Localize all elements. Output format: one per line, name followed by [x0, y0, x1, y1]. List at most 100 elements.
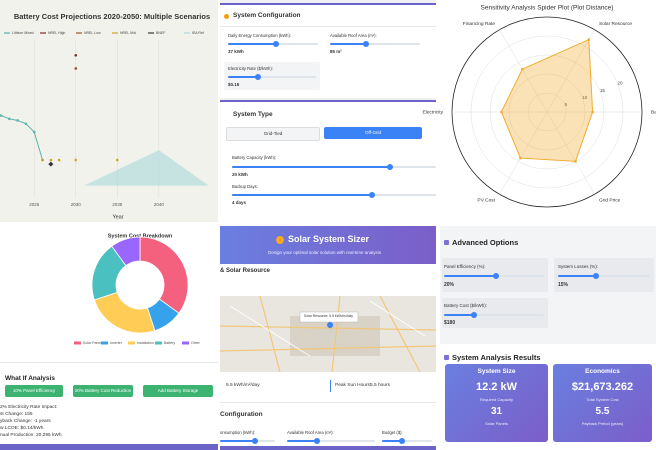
card-heading: System Size	[477, 368, 516, 375]
label: Daily Energy Consumption (kWh):	[228, 33, 292, 38]
footer-bar	[0, 444, 218, 450]
axis-label: Electricity	[422, 109, 443, 115]
panel-sizer: Solar System Sizer Design your optimal s…	[220, 226, 436, 450]
radar-point	[591, 110, 594, 114]
value: 20 kWh	[232, 172, 248, 177]
field-box	[442, 298, 548, 328]
legend-label: IEA Ref	[192, 31, 204, 35]
point	[74, 158, 78, 162]
map-marker[interactable]	[327, 322, 334, 336]
label: Backup Days:	[232, 184, 258, 189]
legend-label: Other	[191, 341, 201, 345]
radar-point	[574, 160, 577, 163]
scenario-button[interactable]: 20% Battery Cost Reduction	[73, 385, 133, 397]
map[interactable]: Solar Resource: 5.5 kWh/m²/day	[220, 296, 436, 372]
legend-label: NREL High	[48, 31, 65, 35]
point	[8, 117, 11, 121]
panel-configuration: System Configuration Daily Energy Consum…	[220, 0, 436, 222]
label: Panel Efficiency (%):	[444, 264, 486, 269]
option-button[interactable]: Grid-Tied	[226, 127, 320, 141]
slider[interactable]	[232, 192, 436, 198]
option-button[interactable]: Off-Grid	[324, 127, 422, 139]
value: 20%	[444, 282, 455, 288]
radar-point	[521, 67, 524, 71]
donut-slice	[139, 236, 189, 314]
value: 85 m²	[330, 49, 342, 54]
slider[interactable]	[232, 164, 436, 170]
road	[229, 300, 426, 357]
chart-title: Battery Cost Projections 2020-2050: Mult…	[14, 12, 210, 21]
r-tick-label: 15	[600, 88, 606, 93]
donut-slice	[111, 236, 141, 267]
footer-bar	[220, 446, 436, 450]
x-tick-label: 2040	[154, 202, 165, 207]
area	[84, 150, 209, 186]
chart-title: System Cost Breakdown	[108, 233, 173, 239]
popup-text: Solar Resource: 5.5 kWh/m²/day	[304, 314, 353, 318]
scenario-button[interactable]: 10% Panel Efficiency	[5, 385, 63, 397]
slider[interactable]	[382, 438, 432, 444]
slider[interactable]	[558, 273, 650, 279]
legend-label: NREL Low	[84, 31, 101, 35]
legend-swatch	[155, 341, 162, 345]
slider[interactable]	[444, 273, 544, 279]
card-sub-value: 31	[490, 406, 503, 417]
scenario-button[interactable]: Add Battery Storage	[143, 385, 213, 397]
slider[interactable]	[220, 438, 275, 444]
icon	[444, 240, 449, 245]
label: Peak Sun Hours:	[335, 383, 372, 388]
label: Budget ($):	[382, 430, 403, 435]
label: Battery Cost ($/kWh):	[444, 303, 488, 308]
legend-label: Solar Panels	[83, 341, 103, 345]
legend-label: NREL Mid	[120, 31, 136, 35]
axis-label: Grid Price	[599, 198, 621, 204]
line	[0, 115, 44, 161]
value: 4 days	[232, 200, 247, 205]
card-caption: Payback Period (years)	[581, 421, 624, 426]
radar-point	[587, 38, 591, 41]
result-line: st Change: 155	[0, 412, 33, 417]
point	[116, 158, 119, 162]
heading: What If Analysis	[5, 375, 55, 382]
point	[32, 130, 36, 134]
label: Available Roof Area (m²):	[330, 33, 377, 38]
axis-label: PV Cost	[477, 198, 495, 204]
heading: Advanced Options	[452, 238, 519, 247]
card	[220, 100, 436, 222]
label: Battery Capacity (kWh):	[232, 155, 277, 160]
radar-point	[500, 110, 503, 114]
value: 5.5 hours	[370, 383, 391, 388]
value: 37 kWh	[228, 49, 244, 54]
slider[interactable]	[228, 74, 316, 80]
value: $180	[444, 320, 456, 326]
radar-point	[519, 156, 522, 160]
label: Available Roof Area (m²):	[287, 430, 334, 435]
slider[interactable]	[444, 312, 544, 318]
value: 15%	[558, 282, 569, 288]
legend-label: Battery	[164, 341, 175, 345]
header	[220, 226, 436, 264]
point	[49, 158, 53, 162]
divider	[0, 362, 218, 363]
spoke	[499, 111, 548, 195]
result-line: nual Production: 20,295 kWh	[0, 433, 62, 438]
slider[interactable]	[228, 41, 318, 47]
legend-swatch	[182, 341, 189, 345]
card-value: $21,673.262	[571, 381, 634, 393]
card-caption: Total System Cost	[586, 397, 619, 402]
slider[interactable]	[287, 438, 375, 444]
divider	[220, 26, 436, 27]
icon	[444, 355, 449, 360]
card-sub-value: 5.5	[595, 406, 610, 417]
spoke	[546, 111, 595, 195]
sun-icon	[276, 236, 284, 244]
card-caption: Required Capacity	[480, 397, 513, 402]
value: $0.15	[228, 82, 240, 87]
point	[41, 158, 44, 162]
slider[interactable]	[330, 41, 420, 47]
radar-area	[500, 38, 594, 162]
point	[0, 114, 3, 117]
value: 5.5 kWh/m²/day	[226, 383, 260, 388]
result-line: w LCOE: $0.14/kWh	[0, 426, 44, 431]
